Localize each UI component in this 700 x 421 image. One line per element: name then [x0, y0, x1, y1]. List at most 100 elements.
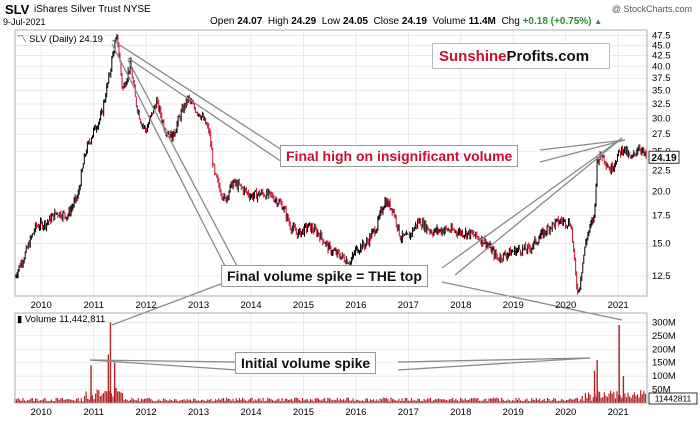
volume-panel-frame — [14, 312, 648, 404]
volume-value: 11.4M — [468, 16, 496, 27]
price-panel-label-text: SLV (Daily) 24.19 — [29, 34, 103, 45]
volume-tick-label: 200M — [652, 344, 676, 355]
year-tick-label: 2014 — [240, 300, 261, 311]
year-tick-label: 2020 — [555, 300, 576, 311]
last-price-box — [648, 150, 680, 164]
security-name-text: iShares Silver Trust — [34, 4, 121, 15]
price-panel-frame — [14, 29, 648, 297]
high-label: High — [267, 16, 289, 27]
year-tick-label: 2021 — [608, 300, 629, 311]
callout-initial-spike-line — [397, 357, 591, 371]
callout-final-spike-line — [441, 137, 623, 269]
ticker-symbol: SLV — [5, 2, 30, 17]
callout-final-high-line — [539, 139, 626, 151]
year-tick-label: 2014 — [240, 407, 261, 418]
security-name: iShares Silver Trust NYSE — [34, 4, 151, 15]
callout-final-spike-line — [127, 59, 239, 269]
volume-panel-label: ▮ Volume 11,442,811 — [17, 314, 105, 325]
price-tick-label: 45.0 — [652, 40, 671, 51]
year-tick-label: 2016 — [345, 300, 366, 311]
axes: 12.515.017.520.022.525.027.530.032.535.0… — [14, 29, 698, 418]
callout-initial-spike-line — [89, 359, 238, 363]
year-tick-label: 2018 — [450, 407, 471, 418]
close-value: 24.19 — [401, 16, 427, 27]
year-tick-label: 2011 — [83, 407, 103, 418]
volume-tick-label: 50M — [652, 385, 671, 396]
low-label: Low — [321, 16, 341, 27]
callout-lines — [89, 39, 626, 371]
price-tick-label: 30.0 — [652, 113, 671, 124]
annotation-initial-spike: Initial volume spike — [235, 352, 377, 374]
last-volume-box — [648, 392, 698, 405]
price-tick-label: 12.5 — [652, 271, 671, 282]
volume-tick-label: 100M — [652, 371, 676, 382]
price-tick-label: 32.5 — [652, 99, 671, 110]
year-tick-label: 2015 — [293, 407, 314, 418]
year-tick-label: 2017 — [398, 407, 419, 418]
price-tick-label: 15.0 — [652, 238, 671, 249]
volume-tick-label: 250M — [652, 331, 676, 342]
year-tick-label: 2018 — [450, 300, 471, 311]
callout-initial-spike-line — [89, 359, 238, 371]
callout-final-high-line — [539, 139, 626, 163]
chg-value: +0.18 (+0.75%) — [522, 16, 592, 27]
year-tick-label: 2012 — [136, 300, 157, 311]
price-tick-label: 47.5 — [652, 31, 671, 42]
price-tick-label: 37.5 — [652, 73, 671, 84]
bars-icon: ▮ — [17, 314, 23, 325]
callout-initial-spike-line — [397, 357, 591, 363]
callout-final-spike-line — [111, 281, 227, 326]
volume-label: Volume — [432, 16, 466, 27]
price-series — [14, 33, 647, 295]
price-tick-label: 17.5 — [652, 211, 671, 222]
price-tick-label: 27.5 — [652, 129, 671, 140]
stockcharts-credit[interactable]: @ StockCharts.com — [611, 4, 692, 14]
year-tick-label: 2015 — [293, 300, 314, 311]
volume-panel-label-text: Volume 11,442,811 — [24, 314, 106, 325]
ohlc-summary: Open 24.07 High 24.29 Low 24.05 Close 24… — [210, 16, 602, 27]
year-tick-label: 2019 — [503, 300, 524, 311]
volume-tick-label: 300M — [652, 317, 676, 328]
volume-tick-label: 150M — [652, 358, 676, 369]
last-price-label: 24.19 — [651, 153, 676, 164]
price-tick-label: 20.0 — [652, 187, 671, 198]
open-value: 24.07 — [237, 16, 263, 27]
callout-final-high-line — [127, 57, 283, 163]
year-tick-label: 2020 — [555, 407, 576, 418]
callout-final-spike-line — [441, 281, 623, 321]
price-tick-label: 40.0 — [652, 62, 671, 73]
year-tick-label: 2017 — [398, 300, 419, 311]
high-value: 24.29 — [291, 16, 317, 27]
year-tick-label: 2019 — [503, 407, 524, 418]
callout-final-spike-line — [111, 43, 227, 269]
price-panel-label: 〽 SLV (Daily) 24.19 — [17, 31, 103, 45]
year-tick-label: 2010 — [31, 300, 52, 311]
last-volume-label: 11442811 — [655, 394, 692, 404]
chart-date: 9-Jul-2021 — [3, 17, 46, 27]
year-tick-label: 2013 — [188, 407, 209, 418]
low-value: 24.05 — [342, 16, 368, 27]
brand-part-2: Profits.com — [506, 48, 590, 65]
close-label: Close — [373, 16, 400, 27]
brand-part-1: Sunshine — [439, 48, 507, 65]
brand-logo: SunshineProfits.com — [432, 43, 610, 69]
up-arrow-icon: ▲ — [594, 17, 603, 26]
callout-final-high-line — [111, 39, 283, 151]
year-tick-label: 2012 — [136, 407, 157, 418]
chg-label: Chg — [501, 16, 520, 27]
year-tick-label: 2016 — [345, 407, 366, 418]
year-tick-label: 2010 — [31, 407, 52, 418]
year-tick-label: 2021 — [608, 407, 629, 418]
price-tick-label: 35.0 — [652, 86, 671, 97]
exchange-label: NYSE — [123, 4, 151, 15]
price-tick-label: 22.5 — [652, 165, 671, 176]
trend-icon: 〽 — [17, 34, 27, 45]
price-tick-label: 42.5 — [652, 51, 671, 62]
year-tick-label: 2011 — [83, 300, 103, 311]
year-tick-label: 2013 — [188, 300, 209, 311]
callout-final-spike-line — [454, 137, 623, 276]
open-label: Open — [210, 16, 235, 27]
annotation-final-spike: Final volume spike = THE top — [221, 265, 428, 287]
annotation-final-high: Final high on insignificant volume — [280, 145, 519, 167]
